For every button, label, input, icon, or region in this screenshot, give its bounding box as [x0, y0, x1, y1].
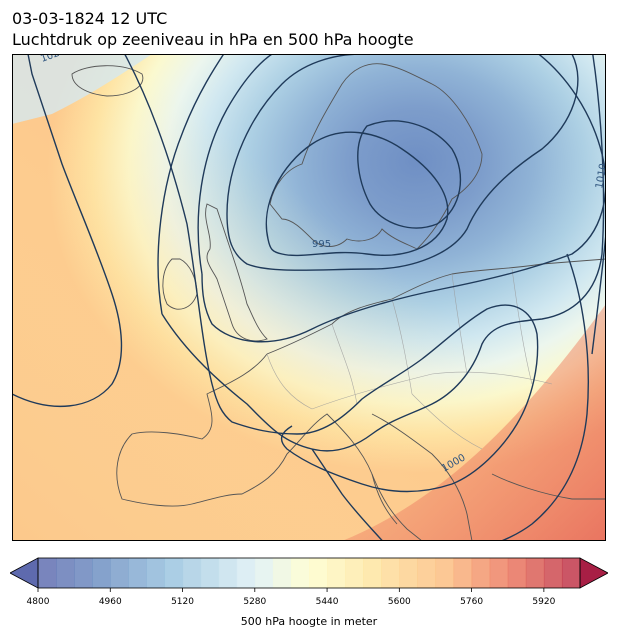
map-title-description: Luchtdruk op zeeniveau in hPa en 500 hPa…	[12, 30, 414, 49]
isobars	[12, 54, 606, 541]
isobar-ring-5	[157, 54, 605, 452]
colorbar-bin	[290, 558, 310, 588]
coast-italy-tip	[371, 473, 398, 525]
isobar-label-995: 995	[312, 239, 331, 250]
colorbar-extend-high	[579, 557, 609, 589]
weather-map: 995 1010 1000 1020	[12, 54, 606, 541]
isobar-ring-9	[591, 233, 606, 355]
colorbar-bin	[399, 558, 418, 588]
coast-continent	[116, 258, 606, 541]
isobar-ring-2	[357, 120, 462, 229]
colorbar-bin	[56, 558, 75, 588]
colorbar-extend-low	[9, 557, 39, 589]
map-frame	[12, 54, 606, 541]
isobar-ring-7	[12, 54, 123, 407]
height-field-warm-southeast	[342, 304, 606, 541]
colorbar-bin	[471, 558, 491, 588]
colorbar-ticks: 4800 4960 5120 5280 5440 5600 5760 5920	[27, 588, 556, 607]
isobar-ring-8	[499, 253, 589, 541]
colorbar: 4800 4960 5120 5280 5440 5600 5760 5920 500 hPa…	[9, 557, 609, 629]
colorbar-bin	[146, 558, 166, 588]
colorbar-bin	[489, 558, 509, 588]
colorbar-bin	[218, 558, 238, 588]
colorbar-bin	[200, 558, 220, 588]
colorbar-frame	[37, 557, 581, 589]
colorbar-tick-label: 5280	[243, 597, 266, 607]
colorbar-tick-label: 5920	[532, 597, 555, 607]
land-outlines	[71, 63, 606, 541]
colorbar-bin	[327, 558, 346, 588]
map-title-date: 03-03-1824 12 UTC	[12, 9, 168, 28]
isobar-label-1020: 1020	[39, 54, 67, 65]
colorbar-bin	[254, 558, 274, 588]
colorbar-bin	[525, 558, 545, 588]
colorbar-svg: 4800 4960 5120 5280 5440 5600 5760 5920 500 hPa…	[9, 557, 609, 628]
colorbar-bin	[417, 558, 437, 588]
colorbar-bin	[182, 558, 202, 588]
colorbar-bin	[92, 558, 111, 588]
colorbar-bin	[543, 558, 563, 588]
colorbar-bins	[38, 558, 581, 588]
coast-scandinavia	[269, 63, 483, 250]
coast-iceland	[71, 65, 144, 97]
colorbar-tick-label: 5440	[316, 597, 339, 607]
coast-ireland	[162, 258, 198, 310]
colorbar-bin	[128, 558, 147, 588]
coast-great-britain	[205, 203, 268, 342]
colorbar-bin	[363, 558, 382, 588]
colorbar-bin	[453, 558, 473, 588]
colorbar-bin	[507, 558, 527, 588]
colorbar-bin	[110, 558, 129, 588]
colorbar-bin	[272, 558, 292, 588]
colorbar-bin	[38, 558, 57, 588]
isobar-ring-6	[123, 54, 539, 493]
colorbar-bin	[345, 558, 364, 588]
isobar-ring-10	[311, 448, 384, 541]
colorbar-bin	[381, 558, 400, 588]
colorbar-tick-label: 5120	[171, 597, 194, 607]
colorbar-bin	[561, 558, 581, 588]
colorbar-tick-label: 5760	[460, 597, 483, 607]
colorbar-bin	[236, 558, 256, 588]
colorbar-label: 500 hPa hoogte in meter	[241, 615, 378, 628]
colorbar-bin	[435, 558, 455, 588]
colorbar-bin	[309, 558, 328, 588]
colorbar-bin	[164, 558, 184, 588]
weather-map-svg: 995 1010 1000 1020	[12, 54, 606, 541]
colorbar-tick-label: 4960	[99, 597, 122, 607]
colorbar-bin	[74, 558, 93, 588]
isobar-ring-3	[226, 54, 579, 271]
isobar-label-1010: 1010	[594, 163, 606, 190]
colorbar-tick-label: 4800	[27, 597, 50, 607]
colorbar-tick-label: 5600	[388, 597, 411, 607]
